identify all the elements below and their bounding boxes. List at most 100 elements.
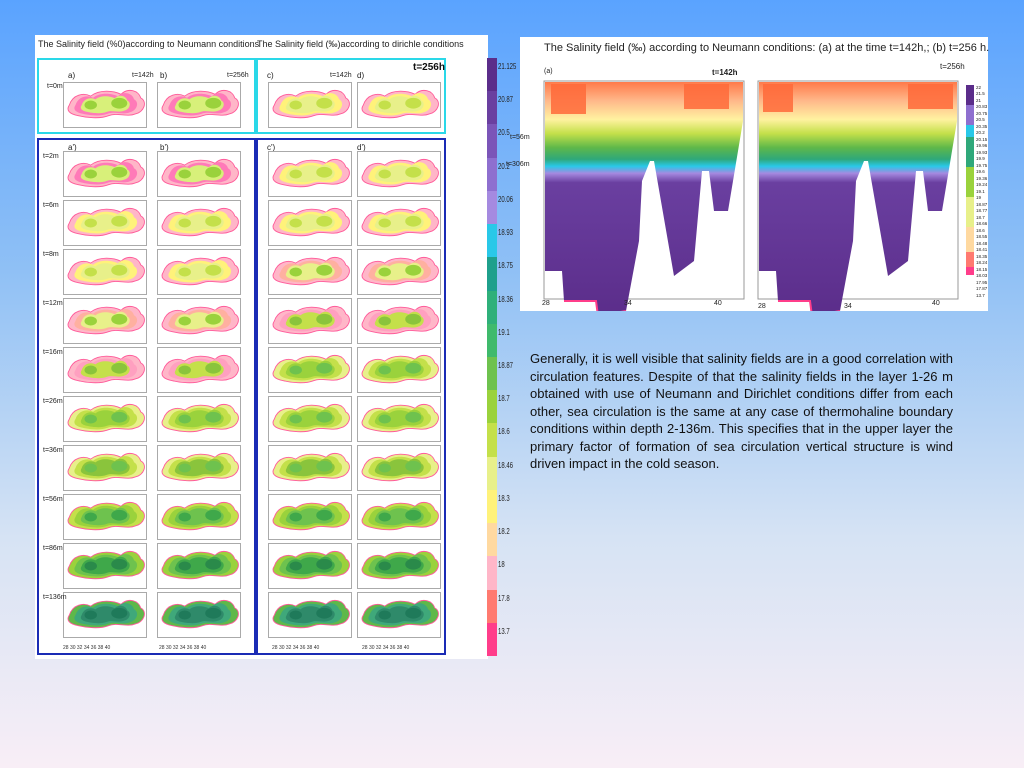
right-a-xtick-1: 28 [542, 300, 550, 307]
salinity-map [268, 592, 352, 638]
colorbar-swatch [487, 124, 497, 158]
colorbar-swatch [487, 423, 497, 457]
x-axis-ticks-c: 28 30 32 34 36 38 40 [272, 645, 320, 651]
right-colorbar-label: 20.15 [976, 136, 988, 142]
right-colorbar-label: 18.7 [976, 214, 985, 220]
right-colorbar-label: 19.75 [976, 162, 988, 168]
salinity-map [63, 298, 147, 344]
depth-label: t=6m [43, 202, 59, 209]
right-depth-306: t=306m [506, 161, 530, 168]
colorbar-swatch [487, 190, 497, 225]
depth-label: t=136m [43, 594, 67, 601]
right-colorbar-label: 22 [976, 85, 982, 90]
colorbar-swatch [487, 489, 497, 524]
right-colorbar-label: 19.24 [976, 182, 988, 188]
salinity-map [63, 494, 147, 540]
time-256-label: t=256h [227, 72, 249, 79]
right-b-xtick-3: 40 [932, 300, 940, 307]
salinity-map [268, 396, 352, 442]
salinity-map [157, 445, 241, 491]
right-colorbar-label: 19 [976, 195, 982, 201]
right-colorbar-label: 18.66 [976, 221, 988, 227]
description-paragraph: Generally, it is well visible that salin… [530, 351, 953, 471]
x-axis-ticks-d: 28 30 32 34 36 38 40 [362, 645, 410, 651]
salinity-map [157, 200, 241, 246]
salinity-map [157, 82, 241, 128]
colorbar-label: 18.7 [498, 394, 510, 404]
right-colorbar-label: 19.1 [976, 188, 985, 194]
salinity-map [63, 200, 147, 246]
vertical-section-plots [543, 80, 974, 311]
salinity-map [157, 249, 241, 295]
dirichlet-top-box [256, 58, 446, 134]
right-colorbar-label: 13.7 [976, 292, 985, 298]
salinity-map [268, 249, 352, 295]
x-axis-ticks-a: 28 30 32 34 36 38 40 [63, 645, 111, 651]
salinity-map [357, 298, 441, 344]
colorbar-label: 20.5 [498, 128, 510, 138]
salinity-map [63, 151, 147, 197]
depth-label: t=12m [43, 300, 63, 307]
right-depth-56: t=56m [510, 134, 530, 141]
right-colorbar-label: 21 [976, 97, 982, 103]
colorbar-label: 19.1 [498, 327, 510, 337]
right-time-142: t=142h [712, 68, 738, 77]
section-plot-a [543, 80, 745, 311]
salinity-map [268, 543, 352, 589]
colorbar-label: 18.87 [498, 361, 514, 370]
depth-label: t=36m [43, 447, 63, 454]
colorbar-swatch [487, 622, 497, 656]
colorbar-swatch [487, 556, 497, 590]
right-colorbar-label: 19.9 [976, 156, 985, 162]
time-142-label-2: t=142h [330, 72, 352, 79]
depth-label: t=26m [43, 398, 63, 405]
colorbar-label: 18.6 [498, 427, 510, 437]
right-colorbar-label: 19.93 [976, 149, 988, 155]
dirichlet-bottom-box [256, 138, 446, 655]
depth-label: t=8m [43, 251, 59, 258]
salinity-map [63, 82, 147, 128]
colorbar-label: 13.7 [498, 626, 510, 636]
colorbar-swatch [487, 257, 497, 291]
salinity-map [157, 347, 241, 393]
panel-a-prime-label: a') [68, 143, 77, 152]
colorbar-swatch [487, 456, 497, 490]
right-colorbar-label: 19.6 [976, 169, 985, 175]
depth-label: t=56m [43, 496, 63, 503]
panel-a-label: a) [68, 71, 76, 80]
colorbar-label: 20.06 [498, 194, 514, 204]
colorbar-label: 18.75 [498, 261, 514, 271]
depth-label: t=16m [43, 349, 63, 356]
salinity-map [357, 445, 441, 491]
salinity-map [268, 347, 352, 393]
salinity-map [63, 543, 147, 589]
right-colorbar-label: 19.36 [976, 175, 988, 181]
section-plot-b [757, 80, 959, 311]
panel-d-prime-label: d') [357, 143, 366, 152]
panel-b-prime-label: b') [160, 143, 169, 152]
salinity-map [157, 151, 241, 197]
right-colorbar [966, 85, 974, 275]
right-time-256: t=256h [940, 62, 965, 71]
right-b-xtick-2: 34 [844, 303, 852, 310]
colorbar-swatch [487, 290, 497, 324]
top-depth-label: t=0m [47, 83, 63, 90]
colorbar-label: 21.125 [498, 62, 517, 71]
time-142-label: t=142h [132, 72, 154, 79]
salinity-map [268, 494, 352, 540]
colorbar-swatch [487, 390, 497, 424]
salinity-map [357, 494, 441, 540]
salinity-map [63, 592, 147, 638]
right-colorbar-label: 18.24 [976, 260, 988, 266]
colorbar-label: 20.87 [498, 95, 514, 105]
salinity-map [357, 249, 441, 295]
left-salinity-figure: The Salinity field (%0)according to Neum… [35, 35, 516, 659]
depth-label: t=2m [43, 153, 59, 160]
right-colorbar-label: 18.15 [976, 266, 988, 272]
right-colorbar-label: 18.77 [976, 208, 988, 214]
colorbar-label: 18.2 [498, 527, 510, 537]
right-colorbar-label: 20.83 [976, 104, 988, 110]
salinity-map [357, 200, 441, 246]
colorbar-label: 18 [498, 560, 505, 570]
colorbar-label: 18.36 [498, 294, 514, 304]
